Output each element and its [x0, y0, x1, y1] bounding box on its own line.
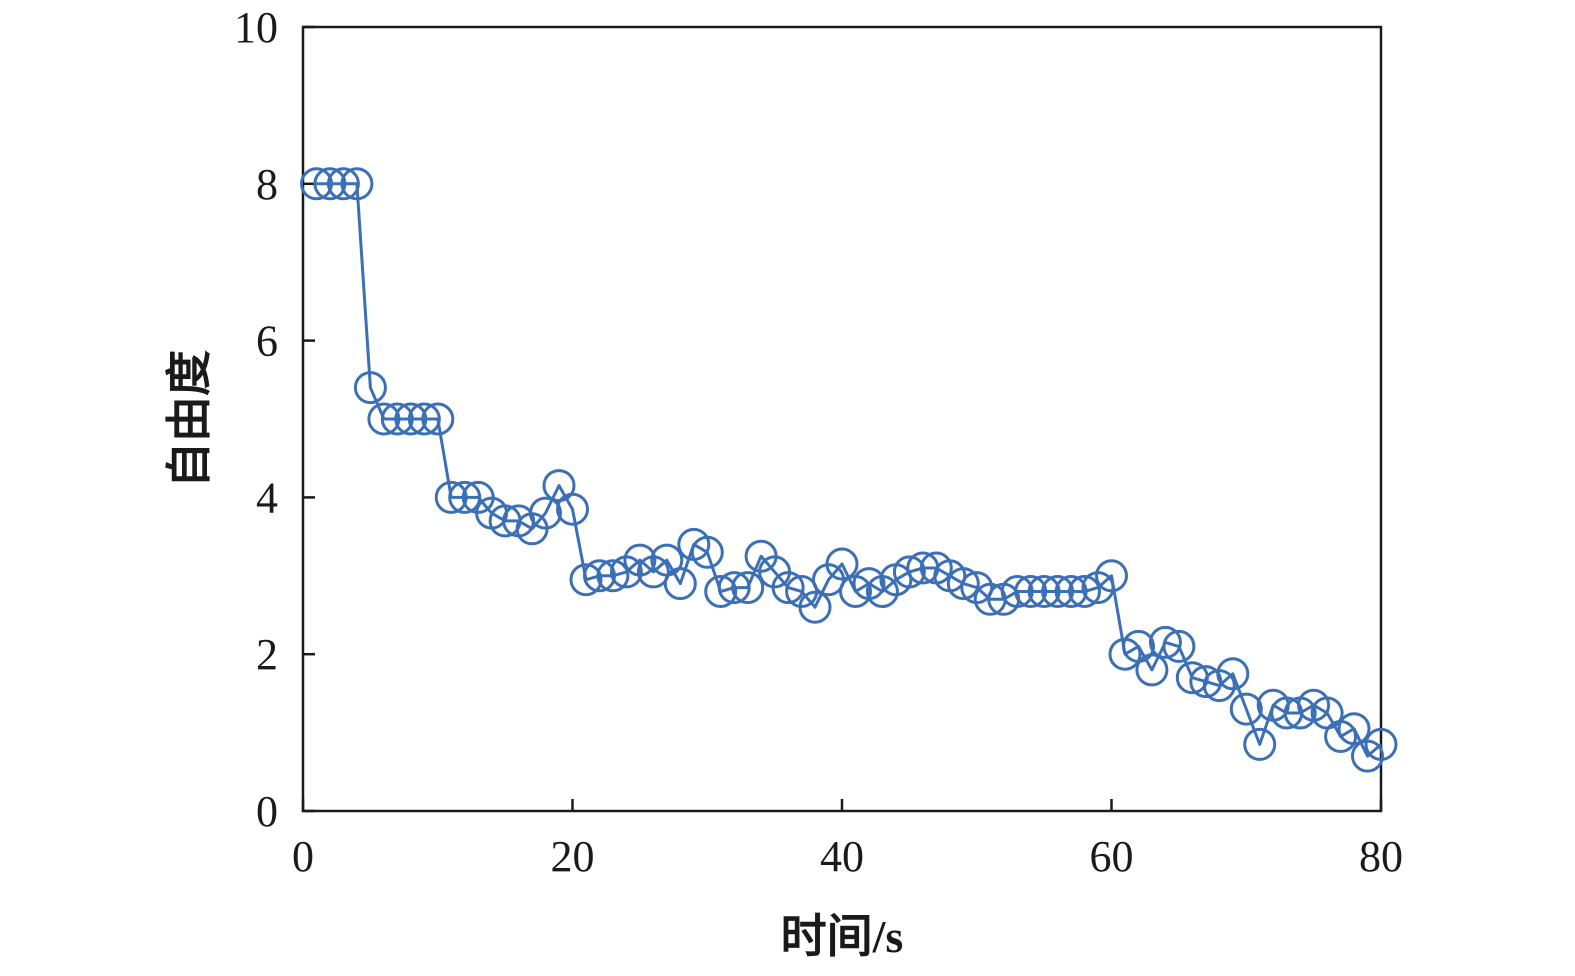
data-point [340, 167, 374, 201]
y-tick-label: 4 [256, 473, 278, 522]
data-point [663, 567, 697, 601]
data-point [1243, 727, 1277, 761]
data-point [1041, 575, 1075, 608]
y-tick-label: 8 [256, 160, 278, 209]
data-point [1000, 575, 1034, 608]
data-point [798, 590, 832, 624]
data-point [771, 571, 805, 605]
series-layer [300, 167, 1398, 773]
y-axis-title: 自由度 [164, 350, 215, 488]
x-tick-label: 40 [820, 832, 864, 881]
data-point [394, 402, 428, 436]
data-point [1014, 575, 1048, 608]
data-point [448, 480, 482, 514]
data-point [731, 571, 765, 605]
data-point [434, 480, 468, 514]
data-point [946, 567, 980, 601]
data-point [1068, 575, 1101, 608]
data-point [1162, 629, 1196, 663]
y-tick-label: 2 [256, 630, 278, 679]
data-point [380, 402, 414, 436]
ticks-layer: 0 20 40 60 80 0 2 4 6 8 10 [234, 3, 1403, 881]
data-point [529, 496, 562, 530]
data-point [1229, 692, 1263, 726]
data-point [1364, 727, 1398, 761]
data-point [367, 402, 401, 436]
data-point [1135, 653, 1169, 687]
data-point [892, 555, 926, 589]
data-point [825, 547, 859, 581]
data-point [1027, 575, 1061, 608]
data-point [353, 371, 387, 405]
x-axis-title: 时间/s [781, 911, 904, 962]
data-point [1095, 559, 1128, 593]
x-tick-label: 20 [551, 832, 595, 881]
data-point [1337, 712, 1371, 746]
data-point [1216, 657, 1250, 691]
data-point [1054, 575, 1088, 608]
plot-area [301, 25, 1383, 813]
x-tick-label: 0 [292, 832, 314, 881]
data-point [300, 167, 333, 201]
data-point [556, 492, 589, 526]
data-point [421, 402, 455, 436]
x-tick-label: 80 [1359, 832, 1403, 881]
data-point [569, 563, 603, 597]
data-point [313, 167, 347, 201]
data-point [596, 559, 630, 593]
y-tick-label: 0 [256, 787, 278, 836]
data-point [407, 402, 441, 436]
data-point [583, 559, 616, 593]
data-point [717, 571, 751, 605]
x-tick-label: 60 [1090, 832, 1134, 881]
data-point [704, 575, 738, 608]
y-tick-label: 6 [256, 317, 278, 366]
data-point [690, 535, 724, 569]
data-point [326, 167, 360, 201]
data-point [1148, 625, 1182, 659]
y-tick-label: 10 [234, 3, 278, 52]
